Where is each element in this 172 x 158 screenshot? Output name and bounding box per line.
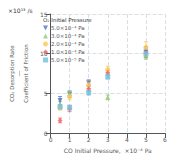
svg-text:5.0×10⁻⁴ Pa: 5.0×10⁻⁴ Pa [51,25,85,31]
svg-text:3: 3 [106,136,110,143]
svg-text:5: 5 [44,90,48,97]
svg-text:―: ― [16,70,22,76]
svg-text:5: 5 [144,136,148,143]
svg-text:3.0×10⁻⁴ Pa: 3.0×10⁻⁴ Pa [51,33,85,39]
svg-text:4: 4 [125,136,129,143]
svg-text:CO₂ Desorption Rate: CO₂ Desorption Rate [9,45,16,102]
svg-text:×10¹³ /s: ×10¹³ /s [8,7,33,14]
svg-text:0: 0 [49,136,53,143]
svg-text:O₂ Initial Pressure: O₂ Initial Pressure [43,17,92,23]
svg-text:1.0×10⁻⁴ Pa: 1.0×10⁻⁴ Pa [51,49,85,55]
svg-text:Coefficient of Friction: Coefficient of Friction [23,44,29,103]
svg-text:10: 10 [40,50,48,57]
svg-text:2.0×10⁻⁴ Pa: 2.0×10⁻⁴ Pa [51,41,85,47]
svg-text:5.0×10⁻⁵ Pa: 5.0×10⁻⁵ Pa [51,57,85,63]
svg-text:1: 1 [68,136,72,143]
svg-text:CO Initial Pressure, ×10⁻⁴ Pa: CO Initial Pressure, ×10⁻⁴ Pa [64,147,152,154]
svg-text:0: 0 [44,130,48,137]
svg-text:6: 6 [163,136,167,143]
svg-text:2: 2 [87,136,91,143]
svg-text:15: 15 [39,10,48,18]
